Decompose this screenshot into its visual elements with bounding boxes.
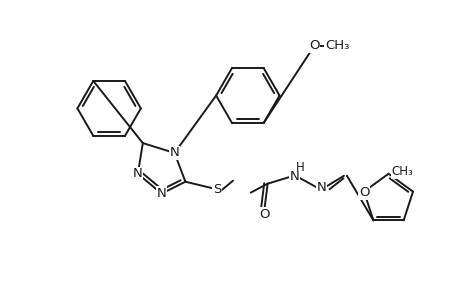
Text: N: N — [289, 170, 299, 183]
Text: N: N — [157, 187, 166, 200]
Text: O: O — [259, 208, 269, 221]
Text: O: O — [308, 40, 319, 52]
Text: O: O — [358, 186, 369, 199]
Text: CH₃: CH₃ — [324, 40, 348, 52]
Text: CH₃: CH₃ — [391, 165, 412, 178]
Text: S: S — [213, 183, 221, 196]
Text: H: H — [295, 161, 304, 174]
Text: N: N — [316, 181, 325, 194]
Text: N: N — [133, 167, 142, 180]
Text: N: N — [169, 146, 179, 160]
